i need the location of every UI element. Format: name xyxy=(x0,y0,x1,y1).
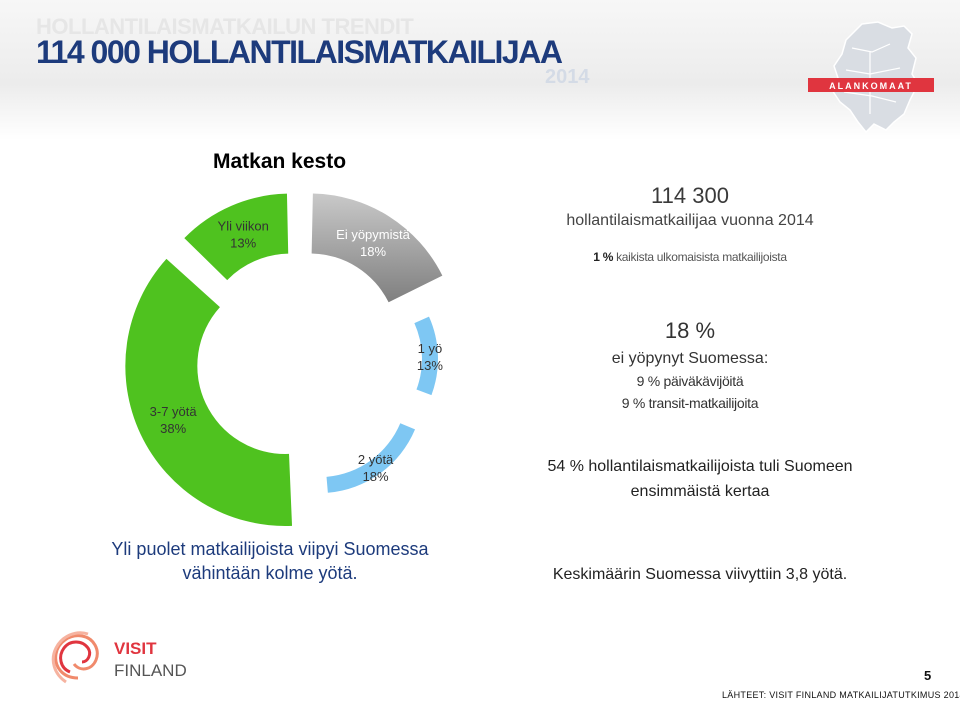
donut-labels: Ei yöpymistä 18% 1 yö 13% 2 yötä 18% 3-7 yötä 3… xyxy=(150,218,444,483)
swirl-icon xyxy=(51,631,99,684)
source-note: LÄHTEET: VISIT FINLAND MATKAILIJATUTKIMU… xyxy=(722,690,960,700)
no-overnight-pct: 18 % xyxy=(664,318,716,343)
share-of-visitors: 1 % kaikista ulkomaisista matkailijoista xyxy=(520,250,860,264)
share-pct: 1 % xyxy=(593,250,614,264)
first-time-visitors-line2: ensimmäistä kertaa xyxy=(630,483,770,500)
no-overnight-desc: ei yöpynyt Suomessa: xyxy=(611,350,769,367)
netherlands-map-logo: ALANKOMAAT xyxy=(808,21,934,134)
donut-slices xyxy=(125,193,443,526)
page-number: 5 xyxy=(924,668,932,683)
country-logo-text: ALANKOMAAT xyxy=(829,81,913,91)
header-band: HOLLANTILAISMATKAILUN TRENDIT 114 000 HO… xyxy=(0,0,960,140)
year-label: 2014 xyxy=(545,66,590,88)
donut-label-5: Yli viikon 13% xyxy=(218,218,269,250)
donut-label-3: 2 yötä 18% xyxy=(358,452,394,484)
donut-label-4: 3-7 yötä 38% xyxy=(150,404,198,436)
day-visitors: 9 % päiväkävijöitä xyxy=(636,373,744,389)
netherlands-map-icon xyxy=(831,21,919,134)
summary-line1: Yli puolet matkailijoista viipyi Suomess… xyxy=(111,539,429,559)
donut-slice-2 xyxy=(414,316,438,396)
share-desc: kaikista ulkomaisista matkailijoista xyxy=(616,250,787,264)
donut-label-2: 1 yö 13% xyxy=(417,341,443,373)
first-time-visitors-line1: 54 % hollantilaismatkailijoista tuli Suo… xyxy=(547,458,853,475)
country-logo-banner xyxy=(808,78,934,92)
logo-word-finland: FINLAND xyxy=(114,661,187,680)
logo-word-visit: VISIT xyxy=(114,639,157,658)
transit-visitors: 9 % transit-matkailijoita xyxy=(621,395,759,411)
summary-line2: vähintään kolme yötä. xyxy=(182,563,358,583)
total-visitors-desc: hollantilaismatkailijaa vuonna 2014 xyxy=(566,212,814,229)
chart-title: Matkan kesto xyxy=(213,150,347,173)
visit-finland-logo: VISIT FINLAND xyxy=(51,631,187,684)
total-visitors: 114 300 xyxy=(651,183,729,208)
donut-slice-4 xyxy=(125,258,293,526)
donut-slice-3 xyxy=(326,423,416,493)
average-nights: Keskimäärin Suomessa viivyttiin 3,8 yötä… xyxy=(552,566,848,583)
ghost-title: HOLLANTILAISMATKAILUN TRENDIT xyxy=(36,14,414,39)
donut-slice-5 xyxy=(184,193,289,281)
donut-slice-1 xyxy=(311,193,443,303)
page-title: 114 000 HOLLANTILAISMATKAILIJAA xyxy=(36,34,563,70)
donut-label-1: Ei yöpymistä 18% xyxy=(336,227,410,259)
